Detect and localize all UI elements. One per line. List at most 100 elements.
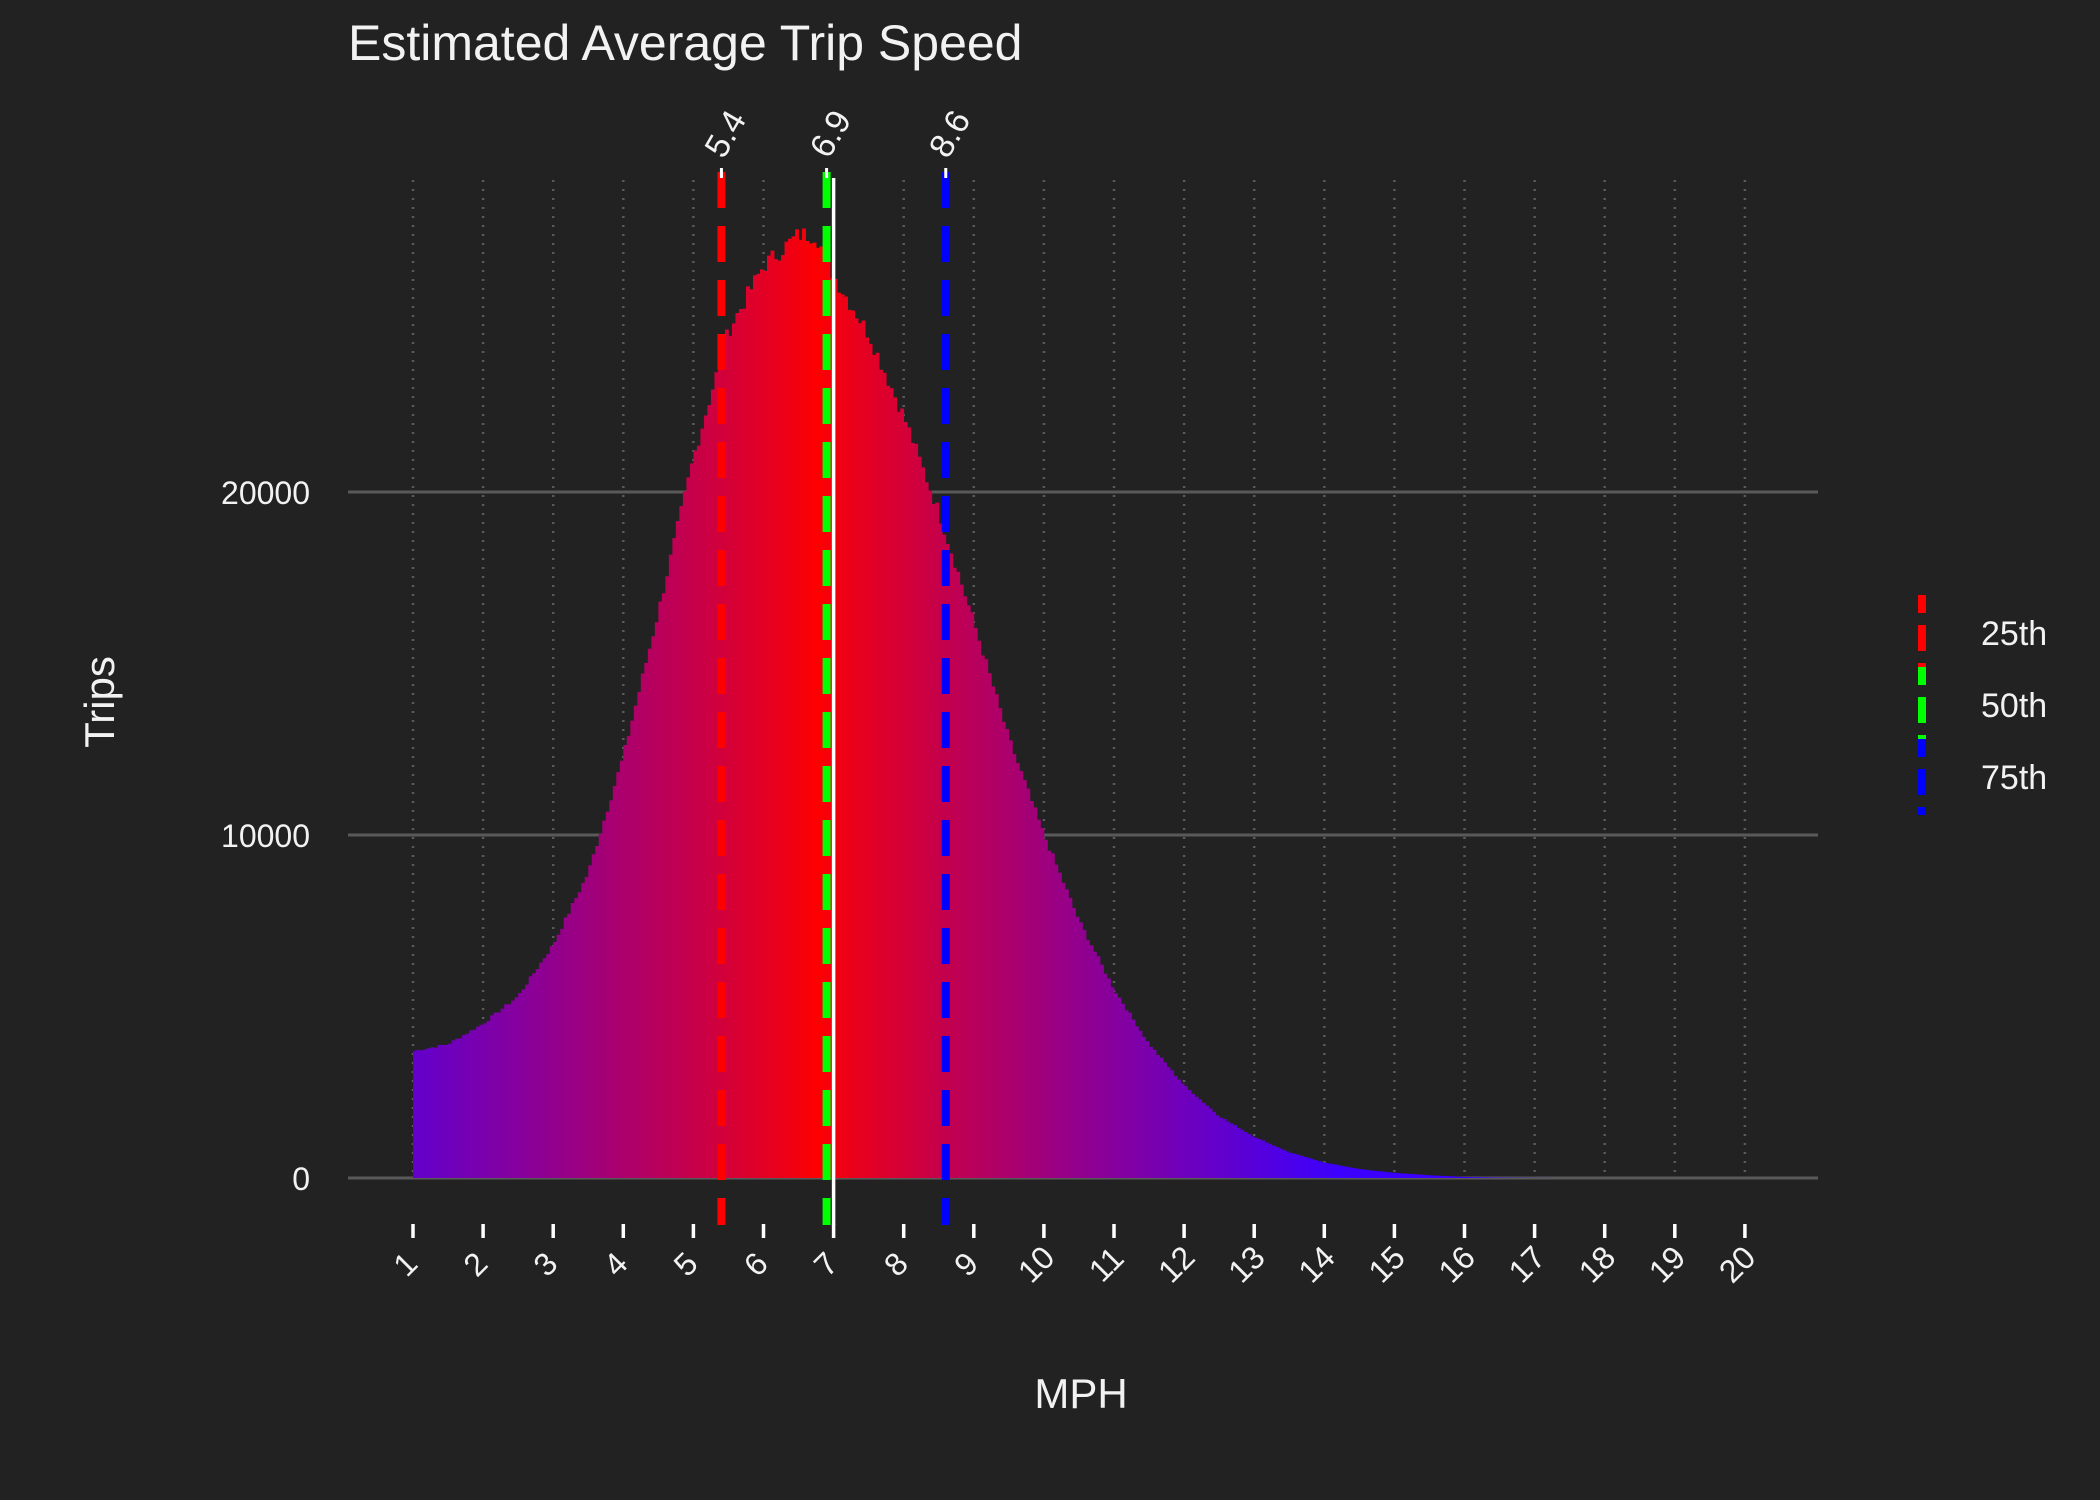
histogram-bar <box>1219 1117 1224 1178</box>
histogram-bar <box>1264 1142 1269 1178</box>
histogram-bar <box>1226 1121 1231 1178</box>
histogram-bar <box>1464 1177 1469 1178</box>
histogram-bar <box>605 811 610 1178</box>
histogram-bar <box>581 882 586 1178</box>
histogram-bar <box>1341 1166 1346 1178</box>
histogram-bar <box>448 1043 452 1178</box>
histogram-bar <box>1285 1151 1290 1178</box>
histogram-bar <box>430 1047 435 1178</box>
histogram-bar <box>1128 1012 1132 1178</box>
y-axis-label: Trips <box>76 656 123 748</box>
histogram-bar <box>1320 1162 1325 1178</box>
histogram-bar <box>1040 827 1045 1178</box>
histogram-bar <box>1117 997 1122 1178</box>
histogram-bar <box>1152 1049 1157 1178</box>
histogram-bar <box>420 1050 424 1178</box>
histogram-bar <box>1408 1173 1413 1178</box>
histogram-bar <box>490 1015 495 1178</box>
histogram-bar <box>938 523 943 1178</box>
histogram-bar <box>1068 897 1073 1178</box>
histogram-bar <box>556 934 561 1178</box>
histogram-bar <box>1089 945 1094 1178</box>
histogram-bar <box>1443 1176 1448 1178</box>
histogram-bar <box>724 329 729 1179</box>
histogram-bar <box>1418 1174 1423 1178</box>
histogram-bar <box>956 571 961 1178</box>
histogram-bar <box>1243 1131 1248 1178</box>
histogram-bar <box>1355 1168 1360 1178</box>
histogram-bar <box>791 236 796 1178</box>
histogram-bar <box>535 969 540 1178</box>
histogram-bar <box>672 538 677 1178</box>
histogram-bar <box>1352 1168 1357 1178</box>
histogram-bar <box>1453 1176 1458 1178</box>
histogram-bar <box>1033 807 1038 1178</box>
histogram-bar <box>917 456 922 1178</box>
histogram-bar <box>1317 1161 1322 1178</box>
histogram-bar <box>693 450 698 1178</box>
histogram-bar <box>472 1029 477 1178</box>
histogram-bar <box>1429 1175 1434 1178</box>
histogram-bar <box>644 662 649 1178</box>
histogram-bar <box>914 443 919 1178</box>
histogram-bar <box>465 1033 470 1178</box>
histogram-bar <box>735 313 740 1178</box>
histogram-bar <box>1166 1067 1171 1178</box>
histogram-bar <box>910 442 915 1178</box>
histogram-bar <box>886 385 891 1178</box>
histogram-bar <box>770 250 775 1179</box>
histogram-bar <box>1015 762 1020 1178</box>
histogram-bar <box>493 1012 498 1178</box>
histogram-bar <box>546 954 551 1178</box>
histogram-bar <box>1278 1148 1283 1178</box>
histogram-bar <box>640 673 645 1178</box>
histogram-bar <box>577 892 582 1178</box>
histogram-bar <box>598 833 603 1178</box>
histogram-bar <box>952 567 957 1178</box>
histogram-bar <box>444 1044 449 1178</box>
histogram-bar <box>455 1038 459 1178</box>
histogram-bar <box>511 1000 516 1178</box>
histogram-bar <box>588 865 593 1178</box>
histogram-bar <box>1145 1041 1150 1178</box>
histogram-bar <box>875 352 880 1178</box>
histogram-bar <box>1156 1055 1160 1178</box>
histogram-bar <box>1436 1175 1441 1178</box>
histogram-bar <box>1369 1170 1374 1178</box>
histogram-bar <box>847 309 852 1178</box>
histogram-bar <box>837 292 841 1178</box>
histogram-bar <box>1064 889 1069 1178</box>
histogram-bar <box>1233 1125 1238 1178</box>
histogram-bar <box>1310 1158 1315 1178</box>
histogram-bar <box>738 309 743 1178</box>
histogram-bar <box>658 601 663 1178</box>
histogram-bar <box>931 503 936 1178</box>
histogram-bar <box>682 491 687 1178</box>
histogram-bar <box>788 238 792 1178</box>
histogram-bar <box>1299 1155 1304 1178</box>
histogram-bar <box>528 976 533 1178</box>
histogram-bar <box>1054 864 1059 1178</box>
histogram-bar <box>458 1038 463 1178</box>
histogram-bar <box>1439 1175 1444 1178</box>
histogram-bar <box>595 846 600 1178</box>
histogram-bar <box>1432 1175 1437 1178</box>
histogram-bar <box>1187 1089 1192 1178</box>
histogram-bar <box>1446 1176 1451 1178</box>
histogram-bar <box>844 296 849 1178</box>
y-tick-label: 20000 <box>221 475 310 511</box>
histogram-bar <box>483 1023 487 1178</box>
histogram-bar <box>1163 1062 1167 1178</box>
histogram-bar <box>1373 1170 1378 1178</box>
histogram-bar <box>1271 1145 1276 1178</box>
histogram-bar <box>1005 728 1010 1178</box>
histogram-bar <box>1061 882 1066 1178</box>
histogram-bar <box>710 389 715 1179</box>
histogram-bar <box>1085 940 1090 1178</box>
histogram-bar <box>795 229 799 1178</box>
histogram-bar <box>1124 1010 1129 1178</box>
histogram-bar <box>889 388 894 1179</box>
histogram-bar <box>1390 1172 1395 1178</box>
histogram-bar <box>893 397 898 1178</box>
